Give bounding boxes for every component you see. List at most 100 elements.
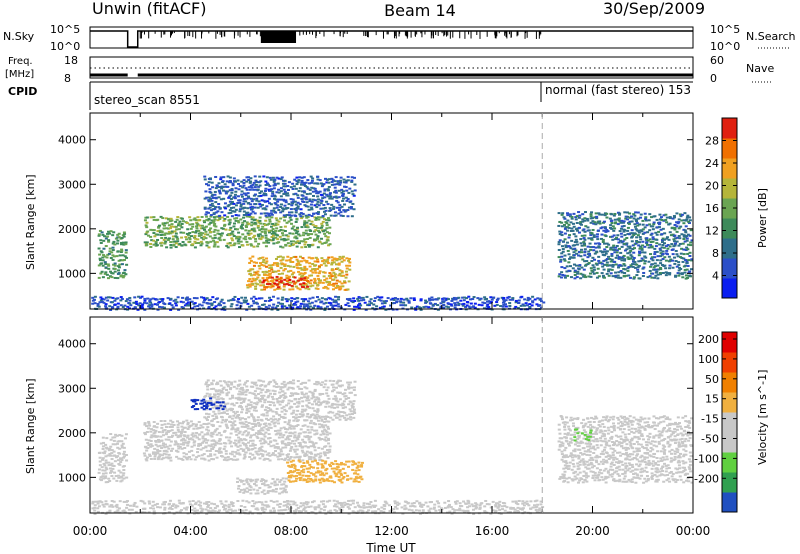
heat-cell [210, 219, 214, 222]
heat-cell [286, 255, 290, 258]
heat-cell [238, 236, 242, 239]
heat-cell [577, 254, 581, 257]
heat-cell [206, 426, 210, 429]
heat-cell [679, 267, 683, 270]
heat-cell [496, 297, 500, 300]
heat-cell [605, 258, 609, 261]
heat-cell [204, 417, 208, 420]
heat-cell [272, 404, 276, 407]
heat-cell [236, 384, 240, 387]
heat-cell [352, 389, 356, 392]
heat-cell [632, 276, 636, 279]
heat-cell [587, 275, 591, 278]
heat-cell [205, 418, 209, 421]
heat-cell [686, 252, 690, 255]
heat-cell [216, 442, 220, 445]
heat-cell [294, 235, 298, 238]
heat-cell [323, 218, 327, 221]
heat-cell [268, 275, 272, 278]
heat-cell [339, 478, 343, 481]
heat-cell [303, 269, 307, 272]
heat-cell [187, 236, 191, 239]
nave-tick-bottom: 0 [710, 72, 717, 85]
heat-cell [340, 270, 344, 273]
heat-cell [297, 398, 301, 401]
heat-cell [327, 397, 331, 400]
colorbar-segment [722, 138, 737, 159]
heat-cell [150, 428, 154, 431]
heat-cell [247, 399, 251, 402]
heat-cell [283, 264, 287, 267]
heat-cell [308, 463, 312, 466]
heat-cell [286, 185, 290, 188]
heat-cell [267, 304, 271, 307]
heat-cell [275, 283, 279, 286]
heat-cell [628, 247, 632, 250]
heat-cell [228, 221, 232, 224]
heat-cell [164, 217, 168, 220]
heat-cell [121, 241, 125, 244]
heat-cell [234, 214, 238, 217]
heat-cell [313, 429, 317, 432]
heat-cell [287, 203, 291, 206]
heat-cell [567, 236, 571, 239]
heat-cell [279, 217, 283, 220]
heat-cell [332, 389, 336, 392]
heat-cell [291, 280, 295, 283]
heat-cell [282, 269, 286, 272]
heat-cell [281, 246, 285, 249]
y-tick-label: 2000 [58, 223, 86, 236]
heat-cell [571, 248, 575, 251]
heat-cell [104, 461, 108, 464]
heat-cell [274, 257, 278, 260]
heat-cell [200, 216, 204, 219]
heat-cell [251, 183, 255, 186]
heat-cell [244, 430, 248, 433]
heat-cell [149, 216, 153, 219]
heat-cell [229, 197, 233, 200]
heat-cell [307, 243, 311, 246]
heat-cell [300, 268, 304, 271]
heat-cell [237, 452, 241, 455]
heat-cell [253, 218, 257, 221]
heat-cell [170, 429, 174, 432]
heat-cell [302, 306, 306, 309]
heat-cell [651, 256, 655, 259]
heat-cell [582, 228, 586, 231]
heat-cell [104, 455, 108, 458]
heat-cell [167, 457, 171, 460]
heat-cell [236, 182, 240, 185]
heat-cell [235, 387, 239, 390]
heat-cell [319, 452, 323, 455]
heat-cell [675, 253, 679, 256]
heat-cell [583, 260, 587, 263]
colorbar-segment [722, 218, 737, 239]
heat-cell [605, 242, 609, 245]
heat-cell [263, 408, 267, 411]
heat-cell [234, 208, 238, 211]
heat-cell [227, 380, 231, 383]
heat-cell [227, 223, 231, 226]
heat-cell [97, 468, 101, 471]
heat-cell [328, 193, 332, 196]
heat-cell [195, 423, 199, 426]
heat-cell [618, 230, 622, 233]
heat-cell [165, 221, 169, 224]
heat-cell [325, 178, 329, 181]
heat-cell [295, 183, 299, 186]
heat-cell [240, 411, 244, 414]
heat-cell [207, 199, 211, 202]
heat-cell [313, 446, 317, 449]
heat-cell [619, 276, 623, 279]
heat-cell [336, 406, 340, 409]
heat-cell [251, 385, 255, 388]
heat-cell [603, 242, 607, 245]
heat-cell [565, 241, 569, 244]
heat-cell [334, 263, 338, 266]
heat-cell [206, 388, 210, 391]
heat-cell [639, 216, 643, 219]
heat-cell [254, 381, 258, 384]
heat-cell [673, 234, 677, 237]
heat-cell [327, 185, 331, 188]
